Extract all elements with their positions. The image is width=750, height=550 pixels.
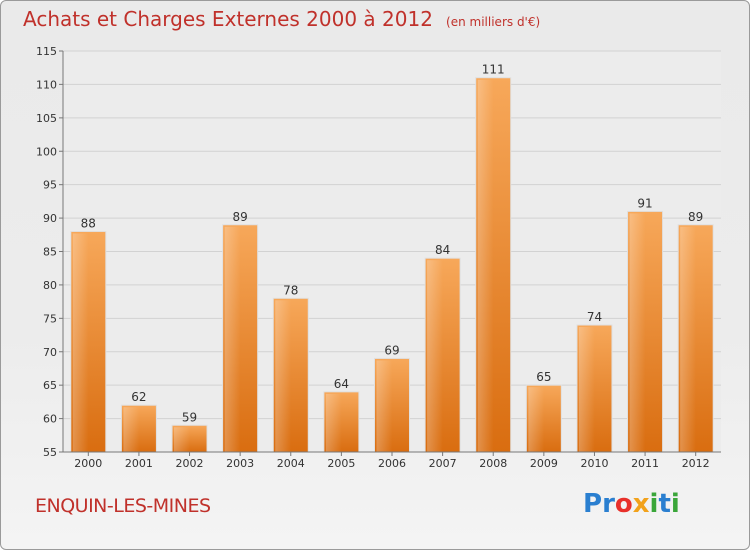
bar-highlight	[275, 300, 292, 452]
x-tick-label: 2009	[530, 457, 558, 470]
x-tick-label: 2000	[74, 457, 102, 470]
bar-highlight	[528, 387, 545, 452]
y-tick-label: 95	[43, 179, 57, 192]
y-tick-label: 55	[43, 446, 57, 459]
bar-value-label: 59	[182, 410, 197, 424]
y-tick-label: 65	[43, 379, 57, 392]
logo-letter: P	[583, 489, 603, 519]
y-tick-label: 80	[43, 279, 57, 292]
bar-group: 65	[525, 370, 562, 453]
logo-letter: x	[632, 489, 650, 519]
bar-group: 62	[120, 390, 157, 453]
bar-highlight	[578, 327, 595, 452]
y-tick-label: 90	[43, 212, 57, 225]
bar-value-label: 89	[688, 210, 703, 224]
x-tick-label: 2011	[631, 457, 659, 470]
bar-value-label: 64	[334, 377, 349, 391]
bar-highlight	[477, 79, 494, 452]
x-tick-label: 2010	[580, 457, 608, 470]
bar-group: 91	[627, 196, 664, 453]
y-tick-label: 105	[36, 112, 57, 125]
bar-group: 89	[677, 210, 714, 453]
bar-highlight	[427, 260, 443, 452]
bar-highlight	[224, 226, 241, 452]
commune-name: ENQUIN-LES-MINES	[35, 495, 211, 517]
chart-unit: (en milliers d'€)	[446, 15, 541, 29]
y-tick-label: 110	[36, 78, 57, 91]
bar-group: 64	[323, 377, 360, 453]
bar-group: 78	[272, 283, 309, 453]
logo-letter: i	[649, 489, 659, 519]
x-tick-label: 2001	[125, 457, 153, 470]
x-tick-label: 2006	[378, 457, 406, 470]
bar-value-label: 89	[233, 210, 248, 224]
y-tick-label: 75	[43, 312, 57, 325]
logo-letter: r	[602, 489, 615, 519]
y-tick-label: 70	[43, 346, 57, 359]
bar-value-label: 91	[637, 196, 652, 210]
logo-letter: i	[670, 489, 680, 519]
bar-group: 111	[475, 63, 512, 453]
bar-highlight	[680, 226, 696, 452]
bar-highlight	[376, 360, 393, 452]
bar-highlight	[174, 427, 190, 452]
bar-value-label: 88	[81, 216, 96, 230]
x-tick-label: 2008	[479, 457, 507, 470]
bar-group: 74	[576, 310, 613, 453]
bar-group: 59	[171, 410, 208, 453]
logo-letter: t	[658, 489, 671, 519]
x-tick-label: 2004	[277, 457, 305, 470]
proxiti-logo: Proxiti	[583, 489, 680, 519]
title-row: Achats et Charges Externes 2000 à 2012 (…	[23, 7, 540, 31]
bar-highlight	[72, 233, 89, 452]
bar-highlight	[325, 393, 342, 452]
bar-value-label: 62	[131, 390, 146, 404]
x-tick-label: 2007	[429, 457, 457, 470]
logo-letter: o	[614, 489, 633, 519]
y-tick-label: 85	[43, 246, 57, 259]
bar-value-label: 74	[587, 310, 602, 324]
bar-value-label: 78	[283, 283, 298, 297]
x-tick-label: 2003	[226, 457, 254, 470]
bar-group: 69	[374, 343, 410, 453]
y-tick-label: 60	[43, 413, 57, 426]
bar-value-label: 69	[384, 343, 399, 357]
bar-highlight	[123, 407, 140, 452]
bar-group: 84	[424, 243, 461, 453]
bar-value-label: 84	[435, 243, 450, 257]
chart-title: Achats et Charges Externes 2000 à 2012	[23, 7, 433, 31]
bar-highlight	[629, 213, 646, 452]
bar-group: 89	[222, 210, 259, 453]
bar-group: 88	[70, 216, 107, 453]
bar-value-label: 65	[536, 370, 551, 384]
x-tick-label: 2002	[176, 457, 204, 470]
x-tick-label: 2012	[682, 457, 710, 470]
bar-value-label: 111	[482, 63, 505, 77]
y-tick-label: 115	[36, 45, 57, 58]
x-tick-label: 2005	[327, 457, 355, 470]
y-tick-label: 100	[36, 145, 57, 158]
